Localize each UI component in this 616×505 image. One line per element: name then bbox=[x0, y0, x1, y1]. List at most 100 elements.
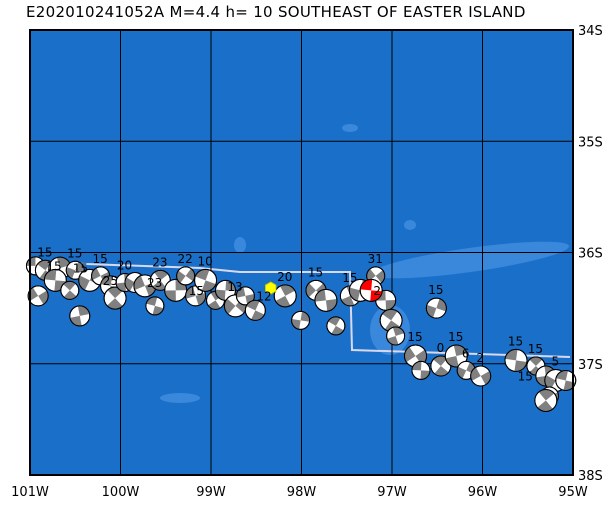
depth-label: 5 bbox=[552, 354, 560, 368]
compression-quadrant bbox=[236, 287, 246, 298]
compression-quadrant bbox=[411, 361, 422, 371]
depth-label: 15 bbox=[508, 334, 523, 348]
compression-quadrant bbox=[305, 283, 316, 298]
compression-quadrant bbox=[445, 355, 459, 367]
compression-quadrant bbox=[544, 375, 556, 391]
lat-tick-label: 35S bbox=[578, 135, 603, 150]
lon-tick-label: 95W bbox=[558, 485, 588, 500]
compression-quadrant bbox=[404, 346, 416, 363]
beachball-outline bbox=[411, 360, 431, 380]
depth-label: 0 bbox=[437, 341, 445, 355]
compression-quadrant bbox=[78, 275, 90, 291]
compression-quadrant bbox=[63, 281, 76, 291]
compression-quadrant bbox=[415, 349, 427, 366]
compression-quadrant bbox=[100, 275, 113, 286]
focal-mechanism bbox=[366, 266, 386, 286]
compression-quadrant bbox=[370, 290, 383, 302]
lon-tick-label: 101W bbox=[11, 485, 49, 500]
map-frame bbox=[29, 29, 574, 476]
depth-label: 12 bbox=[256, 289, 271, 303]
depth-label: 15 bbox=[189, 284, 204, 298]
compression-quadrant bbox=[225, 280, 236, 292]
compression-quadrant bbox=[434, 365, 449, 376]
compression-quadrant bbox=[246, 300, 260, 311]
depth-label: 20 bbox=[277, 270, 292, 284]
plate-boundary-line bbox=[29, 261, 571, 358]
beachball-outline bbox=[145, 296, 165, 316]
depth-label: 15 bbox=[428, 283, 443, 297]
compression-quadrant bbox=[69, 315, 82, 326]
depth-label: 25 bbox=[103, 274, 118, 288]
compression-quadrant bbox=[164, 290, 176, 302]
lat-tick-label: 34S bbox=[578, 24, 603, 39]
focal-mechanism bbox=[244, 299, 266, 321]
compression-quadrant bbox=[63, 290, 77, 300]
focal-mechanism bbox=[235, 286, 255, 306]
compression-quadrant bbox=[349, 287, 361, 301]
compression-quadrant bbox=[224, 298, 236, 315]
depth-label: 31 bbox=[368, 252, 383, 266]
lat-tick-label: 37S bbox=[578, 358, 603, 373]
beachball-outline bbox=[176, 266, 196, 286]
compression-quadrant bbox=[514, 360, 527, 372]
compression-quadrant bbox=[366, 268, 376, 282]
depth-label: 23 bbox=[152, 255, 167, 269]
beachball-outline bbox=[504, 348, 528, 372]
focal-mechanism bbox=[176, 266, 196, 286]
depth-label: 15 bbox=[528, 342, 543, 356]
compression-quadrant bbox=[37, 260, 52, 271]
depth-label: 15 bbox=[37, 245, 52, 259]
focal-mechanism bbox=[326, 316, 346, 336]
depth-label: 2 bbox=[373, 284, 381, 298]
beachball-outline bbox=[103, 286, 127, 310]
compression-quadrant bbox=[529, 356, 543, 366]
lon-tick-label: 99W bbox=[196, 485, 226, 500]
depth-label: 2 bbox=[476, 351, 484, 365]
compression-quadrant bbox=[300, 311, 310, 322]
focal-mechanism bbox=[194, 268, 218, 292]
depth-label: 15 bbox=[407, 330, 422, 344]
beachball-outline bbox=[470, 365, 492, 387]
compression-quadrant bbox=[314, 289, 326, 302]
compression-quadrant bbox=[38, 290, 49, 305]
lon-tick-label: 97W bbox=[377, 485, 407, 500]
focal-mechanism bbox=[291, 310, 311, 330]
beachball-outline bbox=[60, 280, 80, 300]
compression-quadrant bbox=[251, 310, 265, 321]
depth-label: 15 bbox=[448, 330, 463, 344]
depth-label: 15 bbox=[67, 246, 82, 260]
focal-mechanism bbox=[555, 369, 577, 391]
focal-mechanism bbox=[314, 288, 338, 312]
compression-quadrant bbox=[291, 318, 301, 330]
compression-quadrant bbox=[453, 344, 467, 356]
lat-tick-label: 36S bbox=[578, 247, 603, 262]
compression-quadrant bbox=[91, 267, 101, 280]
depth-label: 15 bbox=[46, 259, 61, 273]
beachball-outline bbox=[555, 369, 577, 391]
focal-mechanism bbox=[534, 388, 558, 412]
compression-quadrant bbox=[537, 400, 553, 412]
depth-label: 6 bbox=[462, 346, 470, 360]
depth-label: 22 bbox=[178, 252, 193, 266]
compression-quadrant bbox=[107, 298, 123, 310]
focal-mechanisms bbox=[25, 256, 577, 412]
focal-mechanism bbox=[504, 348, 528, 372]
compression-quadrant bbox=[385, 299, 396, 311]
focal-mechanism bbox=[425, 297, 447, 319]
depth-label: 15 bbox=[342, 271, 357, 285]
compression-quadrant bbox=[331, 325, 344, 335]
compression-quadrant bbox=[185, 268, 195, 282]
beachball-outline bbox=[273, 284, 297, 308]
compression-quadrant bbox=[328, 316, 341, 326]
beachball-outline bbox=[425, 297, 447, 319]
compression-quadrant bbox=[215, 289, 226, 301]
focal-mechanism bbox=[411, 360, 431, 380]
focal-mechanism bbox=[60, 280, 80, 300]
lat-tick-label: 38S bbox=[578, 469, 603, 484]
epicenter-marker-icon bbox=[265, 281, 277, 295]
focal-mechanism bbox=[145, 296, 165, 316]
beachball-outline bbox=[359, 278, 383, 302]
compression-quadrant bbox=[245, 294, 255, 305]
